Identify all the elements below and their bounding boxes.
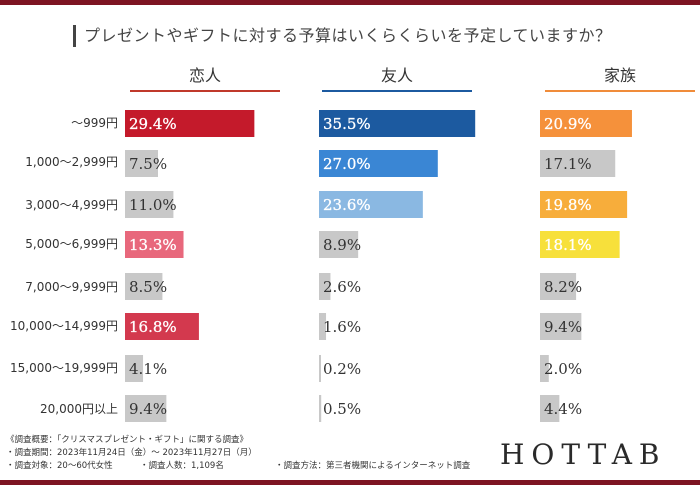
data-label-family: 9.4%: [544, 318, 582, 336]
bar-friend: [319, 231, 359, 258]
bar-family: [540, 313, 582, 340]
data-label-friend: 2.6%: [323, 278, 361, 296]
data-label-family: 18.1%: [544, 236, 592, 254]
brand-logo: HOTTAB: [500, 438, 667, 471]
column-underline-lover: [130, 90, 280, 92]
data-label-friend: 0.2%: [323, 360, 361, 378]
bottom-border: [0, 480, 700, 485]
footnote-survey-title: 《調査概要：「クリスマスプレゼント・ギフト」に関する調査》: [6, 435, 248, 445]
bar-lover: [125, 395, 167, 422]
column-underline-family: [545, 90, 695, 92]
data-label-family: 20.9%: [544, 115, 592, 133]
data-label-lover: 29.4%: [129, 115, 177, 133]
data-label-lover: 4.1%: [129, 360, 167, 378]
category-label: 7,000～9,999円: [25, 280, 118, 294]
data-label-friend: 23.6%: [323, 196, 371, 214]
footnote-survey-count: ・調査人数：1,109名: [140, 461, 224, 471]
data-label-friend: 1.6%: [323, 318, 361, 336]
category-label: 5,000～6,999円: [25, 237, 118, 251]
bar-lover: [125, 231, 184, 258]
data-label-friend: 8.9%: [323, 236, 361, 254]
data-label-friend: 0.5%: [323, 400, 361, 418]
data-label-friend: 35.5%: [323, 115, 371, 133]
title-accent-bar: [73, 25, 76, 47]
bar-friend: [319, 273, 331, 300]
bar-friend: [319, 110, 476, 137]
data-label-family: 2.0%: [544, 360, 582, 378]
footnote-survey-period: ・調査期間：2023年11月24日（金）～ 2023年11月27日（月）: [6, 448, 257, 458]
data-label-family: 4.4%: [544, 400, 582, 418]
data-label-lover: 16.8%: [129, 318, 177, 336]
bar-lover: [125, 355, 144, 382]
bar-lover: [125, 313, 199, 340]
bar-family: [540, 231, 620, 258]
data-label-lover: 11.0%: [129, 196, 177, 214]
data-label-lover: 9.4%: [129, 400, 167, 418]
bar-friend: [319, 313, 327, 340]
data-label-lover: 8.5%: [129, 278, 167, 296]
bar-friend: [319, 191, 423, 218]
data-label-friend: 27.0%: [323, 155, 371, 173]
bar-family: [540, 273, 577, 300]
bar-family: [540, 395, 560, 422]
bar-friend: [319, 395, 322, 422]
data-label-family: 17.1%: [544, 155, 592, 173]
bar-chart: 29.4% 7.5% 11.0% 13.3% 8.5% 16.8% 4.1% 9.4% 35.5…: [125, 110, 632, 422]
category-label: ～999円: [71, 116, 118, 130]
bar-family: [540, 355, 549, 382]
column-header-lover: 恋人: [188, 66, 221, 85]
footnote-survey-target: ・調査対象：20～60代女性: [6, 461, 113, 471]
category-label: 10,000～14,999円: [10, 319, 118, 333]
footnote-survey-method: ・調査方法：第三者機関によるインターネット調査: [275, 461, 471, 471]
data-label-lover: 7.5%: [129, 155, 167, 173]
bar-lover: [125, 150, 158, 177]
bar-family: [540, 191, 628, 218]
category-label: 20,000円以上: [40, 402, 118, 416]
top-border: [0, 0, 700, 5]
column-underline-friend: [322, 90, 472, 92]
column-header-friend: 友人: [380, 66, 413, 85]
category-label: 3,000～4,999円: [25, 198, 118, 212]
bar-friend: [319, 150, 438, 177]
data-label-family: 19.8%: [544, 196, 592, 214]
bar-lover: [125, 110, 255, 137]
data-label-family: 8.2%: [544, 278, 582, 296]
category-label: 1,000～2,999円: [25, 155, 118, 169]
bar-family: [540, 150, 616, 177]
column-header-family: 家族: [603, 66, 636, 85]
chart-title: プレゼントやギフトに対する予算はいくらくらいを予定していますか？: [84, 26, 612, 45]
bar-friend: [319, 355, 321, 382]
category-label: 15,000～19,999円: [10, 361, 118, 375]
bar-lover: [125, 191, 174, 218]
data-label-lover: 13.3%: [129, 236, 177, 254]
bar-lover: [125, 273, 163, 300]
bar-family: [540, 110, 632, 137]
